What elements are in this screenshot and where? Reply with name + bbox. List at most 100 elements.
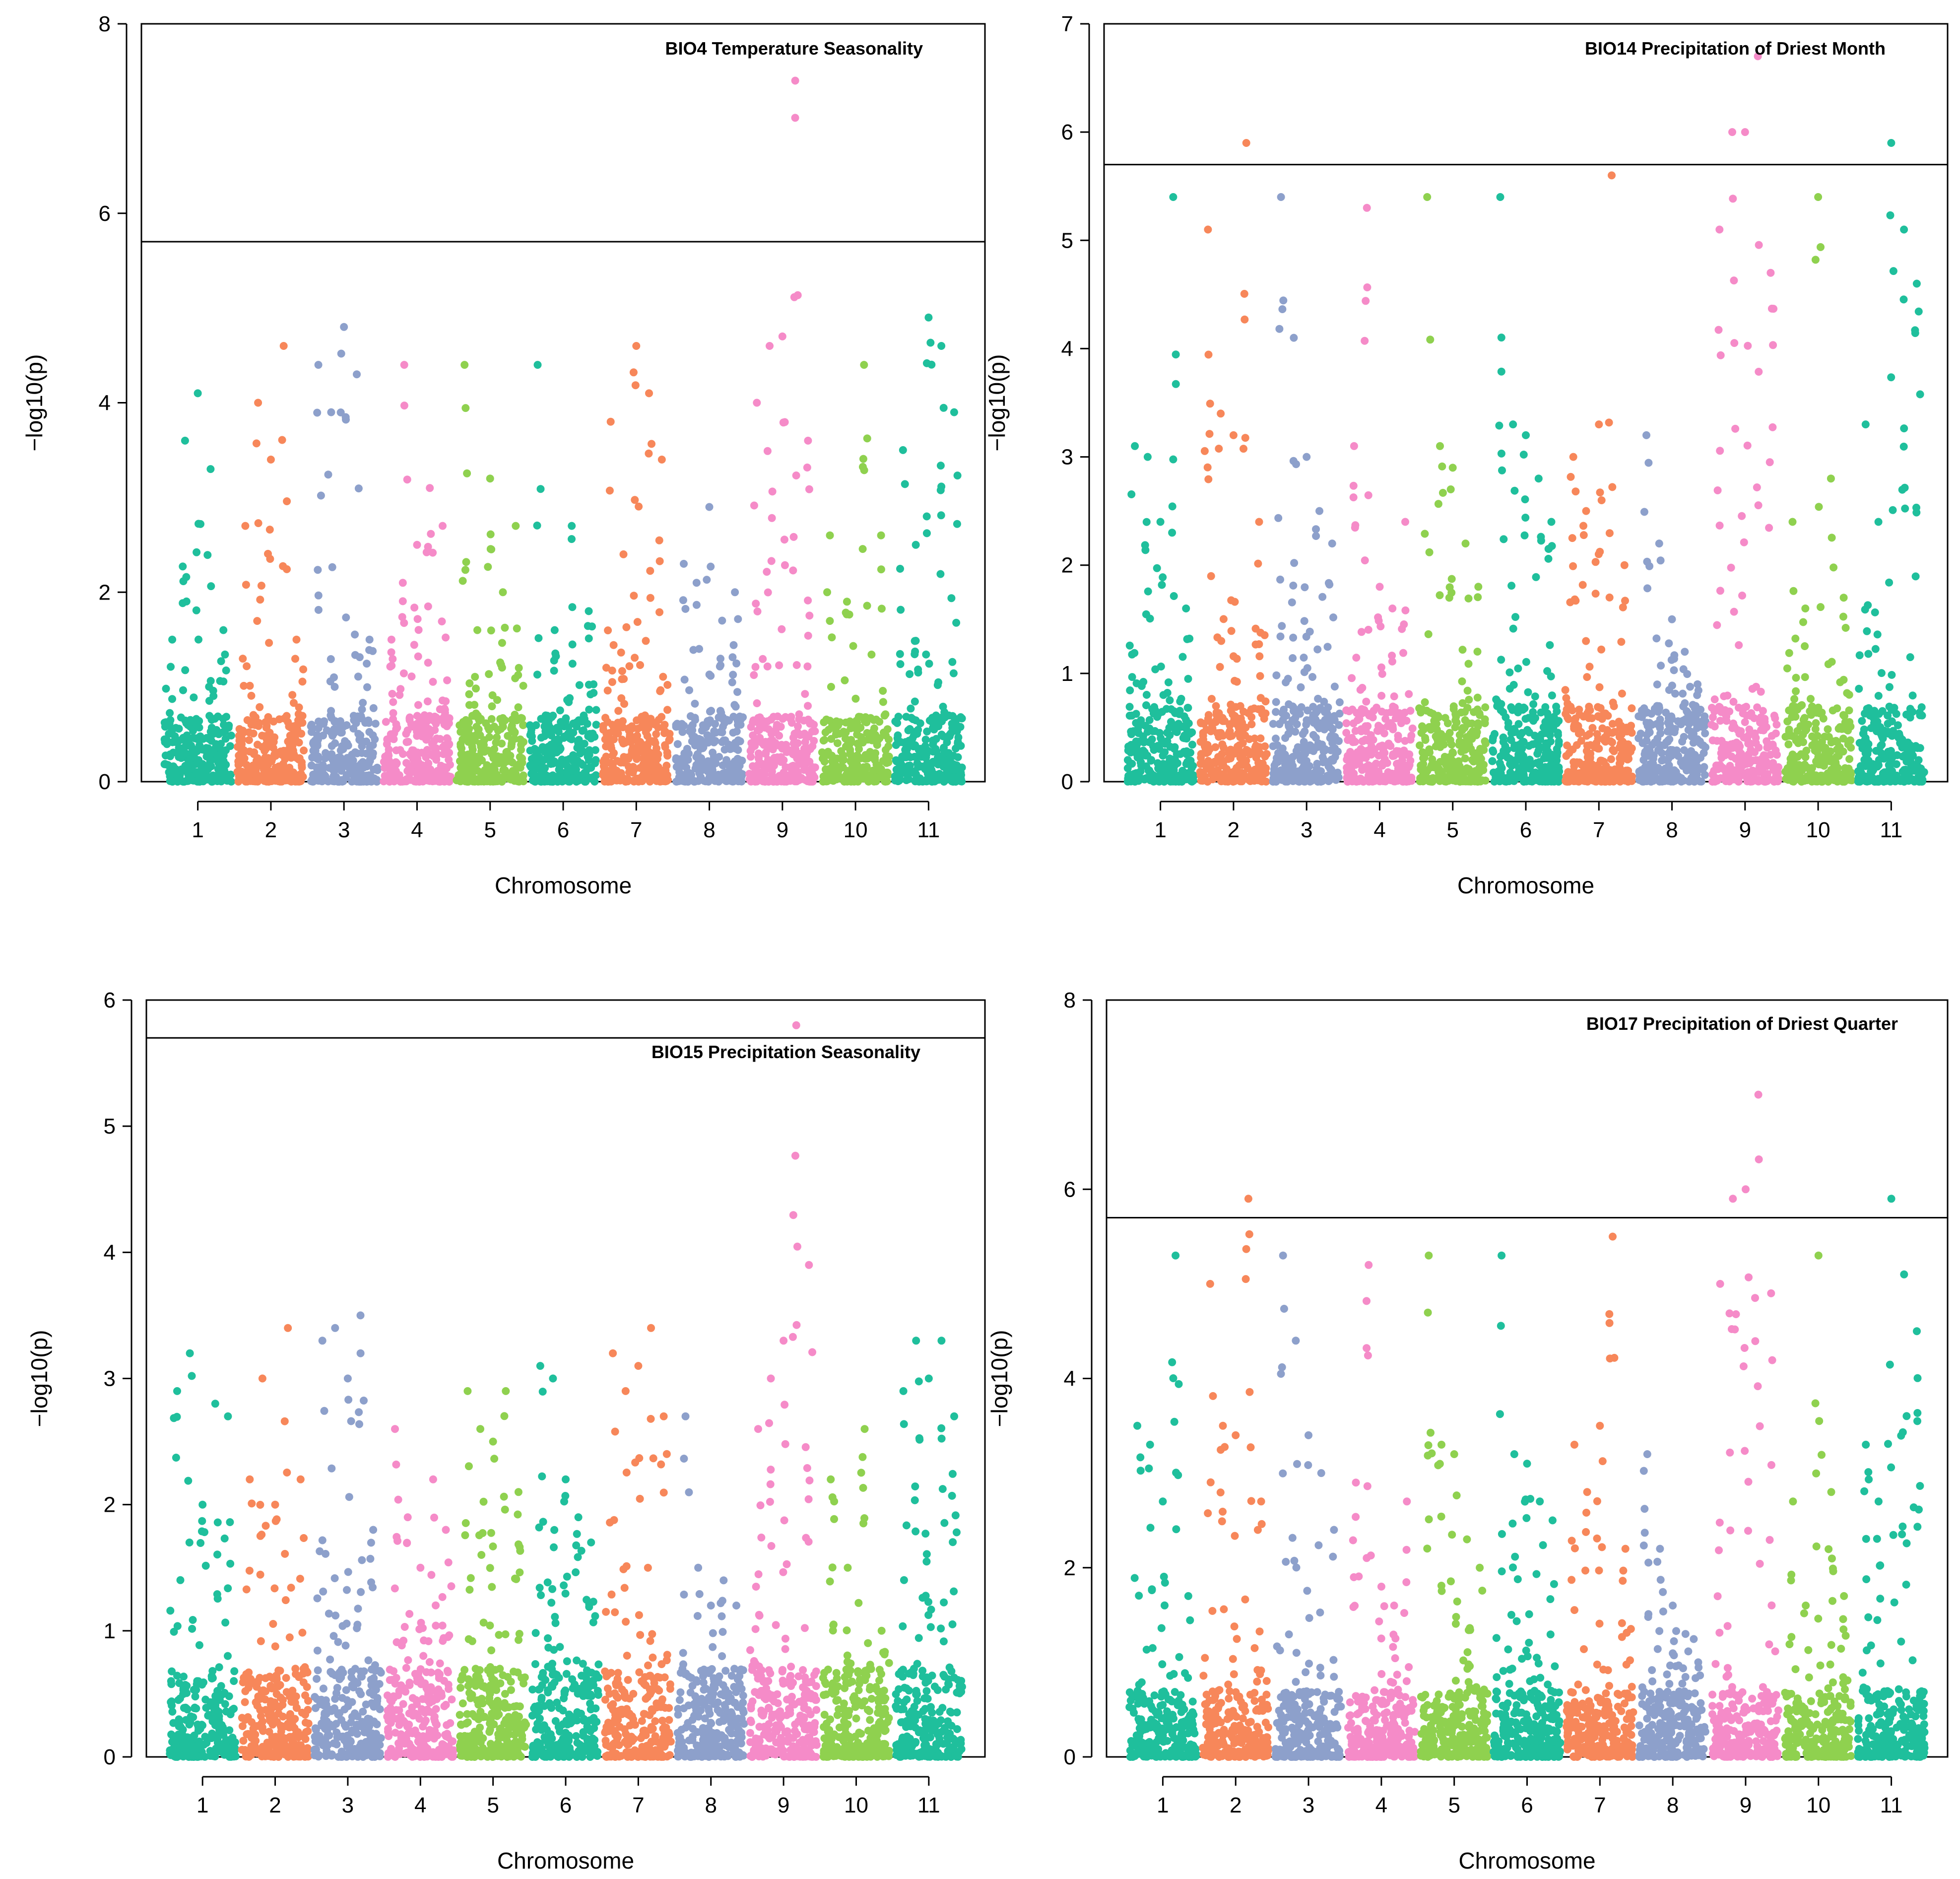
snp-point bbox=[685, 686, 693, 694]
snp-point bbox=[1596, 704, 1605, 712]
snp-point bbox=[1188, 728, 1196, 737]
snp-point bbox=[1211, 743, 1220, 751]
snp-point bbox=[1176, 697, 1184, 706]
snp-point bbox=[838, 756, 846, 764]
snp-point bbox=[608, 678, 616, 686]
peak-point bbox=[194, 389, 202, 398]
snp-point bbox=[750, 671, 758, 679]
x-tick-label: 4 bbox=[1373, 818, 1385, 842]
chromosome-1-points bbox=[160, 389, 235, 786]
snp-point bbox=[1357, 628, 1366, 636]
snp-point bbox=[433, 775, 441, 784]
snp-point bbox=[1621, 741, 1630, 749]
snp-point bbox=[1172, 350, 1180, 359]
snp-point bbox=[1363, 283, 1372, 291]
x-tick-label: 9 bbox=[777, 818, 788, 842]
snp-point bbox=[775, 732, 784, 740]
snp-point bbox=[488, 691, 497, 699]
snp-point bbox=[603, 686, 612, 695]
snp-point bbox=[1562, 752, 1570, 760]
snp-point bbox=[223, 777, 231, 785]
snp-point bbox=[1489, 746, 1497, 754]
snp-point bbox=[552, 652, 560, 661]
chromosome-7-points bbox=[1561, 171, 1636, 786]
snp-point bbox=[166, 752, 174, 760]
snp-point bbox=[922, 529, 931, 537]
peak-point bbox=[1461, 539, 1470, 548]
snp-point bbox=[1203, 741, 1212, 749]
snp-point bbox=[568, 640, 577, 649]
snp-point bbox=[801, 738, 809, 746]
snp-point bbox=[803, 464, 811, 471]
snp-point bbox=[1596, 488, 1604, 497]
snp-point bbox=[299, 665, 308, 673]
snp-point bbox=[290, 699, 298, 707]
snp-point bbox=[871, 749, 880, 757]
snp-point bbox=[1226, 745, 1235, 754]
snp-point bbox=[916, 762, 924, 771]
snp-point bbox=[851, 694, 860, 703]
snp-point bbox=[513, 775, 522, 783]
snp-point bbox=[386, 778, 393, 786]
snp-point bbox=[343, 739, 351, 747]
snp-point bbox=[330, 682, 339, 691]
snp-point bbox=[1477, 776, 1485, 785]
snp-point bbox=[484, 563, 492, 571]
snp-point bbox=[1260, 715, 1268, 723]
snp-point bbox=[424, 774, 433, 782]
snp-point bbox=[1276, 632, 1285, 641]
snp-point bbox=[1551, 776, 1559, 785]
snp-point bbox=[219, 757, 228, 765]
snp-point bbox=[934, 678, 942, 686]
snp-point bbox=[325, 764, 333, 772]
snp-point bbox=[490, 723, 498, 731]
snp-point bbox=[373, 766, 382, 774]
snp-point bbox=[1497, 656, 1505, 664]
snp-point bbox=[457, 740, 465, 748]
snp-point bbox=[956, 723, 965, 731]
snp-point bbox=[618, 667, 626, 675]
snp-point bbox=[1164, 678, 1173, 686]
snp-point bbox=[1424, 630, 1433, 638]
peak-point bbox=[619, 550, 628, 558]
snp-point bbox=[1153, 564, 1161, 572]
snp-point bbox=[1621, 727, 1630, 736]
snp-point bbox=[1318, 593, 1327, 601]
snp-point bbox=[380, 777, 388, 786]
snp-point bbox=[1436, 777, 1444, 785]
snp-point bbox=[879, 698, 887, 706]
snp-point bbox=[294, 710, 303, 718]
snp-point bbox=[1700, 771, 1709, 779]
snp-point bbox=[1308, 673, 1316, 681]
snp-point bbox=[166, 709, 174, 717]
snp-point bbox=[1521, 495, 1529, 504]
snp-point bbox=[1212, 708, 1221, 717]
snp-point bbox=[804, 702, 812, 710]
snp-point bbox=[707, 562, 715, 571]
snp-point bbox=[1272, 735, 1280, 743]
snp-point bbox=[278, 436, 286, 444]
snp-point bbox=[1203, 463, 1212, 471]
snp-point bbox=[221, 735, 230, 743]
snp-point bbox=[1205, 430, 1214, 438]
snp-point bbox=[1342, 729, 1351, 737]
snp-point bbox=[437, 761, 445, 770]
snp-point bbox=[243, 761, 251, 769]
snp-point bbox=[191, 734, 199, 742]
snp-point bbox=[568, 603, 577, 611]
snp-point bbox=[1207, 572, 1215, 580]
snp-point bbox=[751, 663, 760, 671]
snp-point bbox=[1525, 755, 1534, 764]
snp-point bbox=[625, 724, 634, 732]
snp-point bbox=[1242, 773, 1250, 781]
peak-point bbox=[1534, 474, 1543, 483]
snp-point bbox=[511, 711, 519, 719]
snp-point bbox=[585, 680, 593, 689]
snp-point bbox=[569, 751, 578, 759]
y-tick-label: 2 bbox=[1061, 553, 1073, 578]
snp-point bbox=[518, 754, 526, 763]
snp-point bbox=[1628, 704, 1636, 713]
snp-point bbox=[748, 743, 756, 752]
snp-point bbox=[1123, 756, 1132, 764]
snp-point bbox=[217, 657, 225, 666]
